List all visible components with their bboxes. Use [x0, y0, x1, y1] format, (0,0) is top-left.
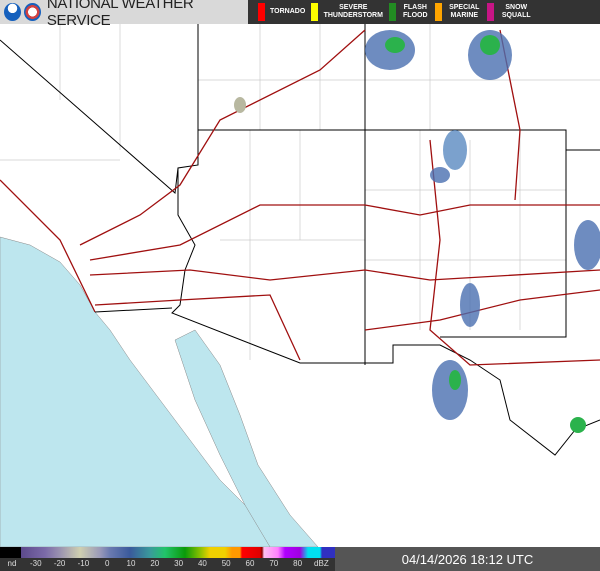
legend-tick: 50 [221, 559, 231, 568]
nws-brand[interactable]: NATIONAL WEATHER SERVICE [0, 0, 248, 29]
warning-tornado: TORNADO [258, 3, 305, 21]
legend-tick: 0 [104, 559, 110, 568]
reflectivity-color-scale [0, 547, 335, 558]
legend-tick: -10 [77, 559, 90, 568]
warning-flash-flood: FLASH FLOOD [389, 3, 429, 21]
warning-special-marine: SPECIAL MARINE [435, 3, 481, 21]
legend-tick: nd [7, 559, 17, 568]
gulf-of-california [174, 329, 319, 547]
legend-tick: 20 [150, 559, 160, 568]
legend-tick: 70 [269, 559, 279, 568]
timestamp: 04/14/2026 18:12 UTC [401, 551, 534, 567]
legend-tick: 30 [174, 559, 184, 568]
legend-tick: 40 [197, 559, 207, 568]
radar-map[interactable] [0, 0, 600, 547]
warning-snow-squall: SNOW SQUALL [487, 3, 533, 21]
site-title: NATIONAL WEATHER SERVICE [46, 0, 194, 29]
legend-tick: -20 [53, 559, 66, 568]
legend-tick: dBZ [314, 559, 329, 568]
warning-severe-thunderstorm: SEVERE THUNDERSTORM [311, 3, 383, 21]
noaa-logo-icon [4, 3, 21, 21]
legend-tick: -30 [30, 559, 42, 568]
header: NATIONAL WEATHER SERVICE TORNADO SEVERE … [0, 0, 600, 29]
radar-echoes [234, 30, 600, 433]
nws-logo-icon [23, 3, 41, 21]
county-lines [0, 20, 600, 360]
legend-tick: 60 [245, 559, 255, 568]
legend-tick: 80 [293, 559, 303, 568]
warnings-legend: TORNADO SEVERE THUNDERSTORM FLASH FLOOD … [248, 0, 600, 24]
legend-tick: 10 [126, 559, 136, 568]
highways [0, 29, 600, 366]
reflectivity-legend: nd -30 -20 -10 0 10 20 30 40 50 60 70 80 dBZ 04/14/20… [0, 547, 600, 571]
